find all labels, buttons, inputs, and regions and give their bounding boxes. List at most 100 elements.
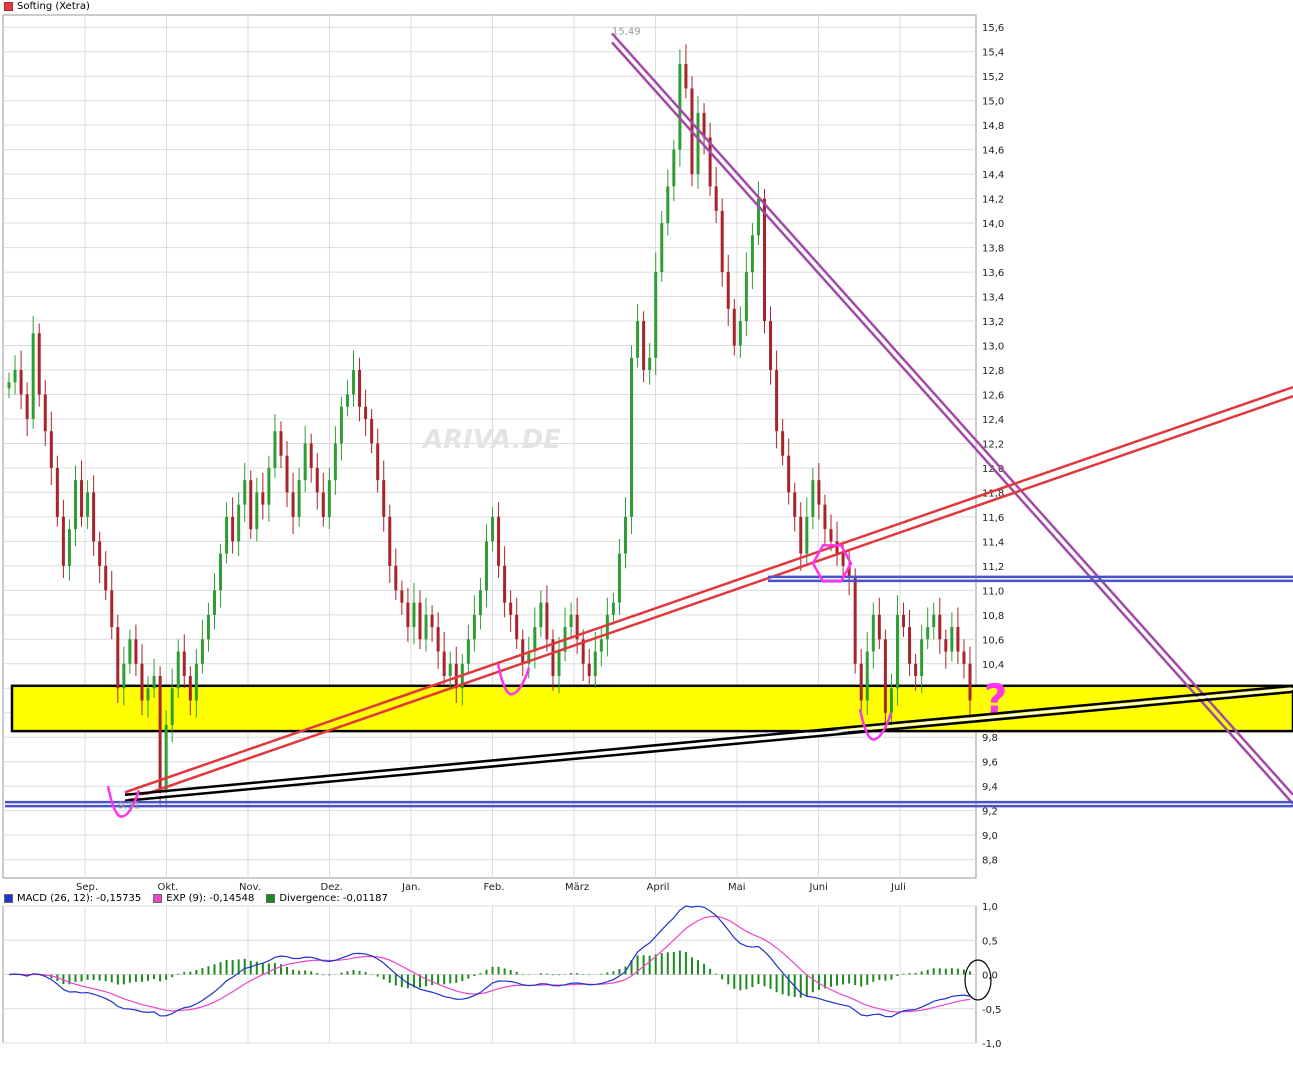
macd-line — [8, 905, 971, 1018]
candle-body — [738, 321, 742, 346]
candle-body — [889, 688, 893, 713]
candle-body — [478, 590, 482, 615]
candle-body — [823, 504, 827, 530]
question-mark: ? — [984, 677, 1007, 723]
candle-body — [188, 676, 192, 701]
candle-body — [412, 602, 416, 628]
candle-body — [61, 516, 65, 566]
candle-body — [509, 602, 513, 615]
candle-body — [430, 614, 434, 628]
candle-body — [611, 602, 615, 615]
candle-body — [714, 186, 718, 211]
candle-body — [684, 63, 688, 89]
candle-body — [726, 272, 730, 309]
candle-body — [720, 210, 724, 273]
support-trendline-red — [124, 385, 1293, 794]
price-tick-label: 12,8 — [982, 366, 1004, 377]
price-tick-label: 9,6 — [982, 758, 998, 769]
price-swatch — [4, 2, 13, 11]
candle-body — [472, 614, 476, 640]
candle-body — [92, 492, 96, 542]
month-tick-label: März — [565, 882, 589, 893]
candle-body — [636, 321, 640, 358]
exp-swatch — [153, 894, 163, 903]
candle-body — [871, 614, 875, 652]
candle-body — [225, 516, 229, 554]
candle-body — [545, 602, 549, 640]
candle-body — [424, 614, 428, 640]
candle-body — [315, 467, 319, 493]
low-marker-v — [496, 663, 531, 696]
candle-body — [521, 639, 525, 664]
candle-body — [55, 467, 59, 517]
candle-body — [67, 529, 71, 566]
candle-body — [883, 639, 887, 713]
candle-body — [436, 627, 440, 652]
price-tick-label: 8,8 — [982, 856, 998, 867]
support-trendline-red — [124, 394, 1293, 803]
chart-title-label: Softing (Xetra) — [17, 1, 90, 12]
candle-body — [454, 663, 458, 689]
candle-body — [249, 480, 253, 530]
candle-body — [358, 369, 362, 407]
candle-body — [817, 480, 821, 505]
price-tick-label: 11,2 — [982, 562, 1004, 573]
candle-body — [642, 321, 646, 370]
candle-body — [835, 541, 839, 554]
candle-body — [43, 394, 47, 432]
macd-tick-label: 0,5 — [982, 936, 998, 947]
candle-body — [388, 516, 392, 566]
candle-body — [648, 357, 652, 370]
signal-line — [8, 915, 971, 1013]
price-tick-label: 11,0 — [982, 586, 1004, 597]
candle-body — [13, 369, 17, 383]
price-tick-label: 12,2 — [982, 439, 1004, 450]
candle-body — [321, 492, 325, 517]
macd-legend-label: MACD (26, 12): -0,15735 — [17, 893, 142, 904]
candle-body — [110, 590, 114, 628]
price-tick-label: 14,2 — [982, 195, 1004, 206]
price-tick-label: 9,4 — [982, 782, 998, 793]
candle-body — [19, 369, 23, 395]
candle-body — [841, 553, 845, 566]
candle-body — [400, 590, 404, 603]
price-tick-label: 13,0 — [982, 342, 1004, 353]
price-tick-label: 12,4 — [982, 415, 1004, 426]
candle-body — [605, 614, 609, 640]
price-tick-label: 10,8 — [982, 611, 1004, 622]
candle-body — [763, 198, 767, 322]
watermark: ARIVA.DE — [421, 425, 561, 455]
candle-body — [448, 663, 452, 677]
candle-body — [194, 663, 198, 701]
candle-body — [345, 394, 349, 407]
candle-body — [938, 614, 942, 640]
candle-body — [908, 627, 912, 664]
month-tick-label: Sep. — [76, 882, 98, 893]
candle-body — [932, 614, 936, 628]
month-tick-label: Feb. — [484, 882, 505, 893]
candle-body — [581, 639, 585, 664]
candle-body — [98, 541, 102, 566]
candle-body — [877, 614, 881, 640]
candle-body — [237, 504, 241, 542]
candle-body — [37, 333, 41, 395]
candle-body — [176, 651, 180, 689]
candle-body — [212, 590, 216, 615]
breakout-hexagon — [811, 544, 853, 583]
price-tick-label: 15,0 — [982, 97, 1004, 108]
candle-body — [672, 149, 676, 187]
candle-body — [593, 651, 597, 677]
price-tick-label: 9,8 — [982, 733, 998, 744]
month-tick-label: Dez. — [321, 882, 343, 893]
candle-body — [829, 529, 833, 542]
price-tick-label: 13,6 — [982, 268, 1004, 279]
candle-body — [623, 516, 627, 554]
candle-body — [599, 639, 603, 652]
price-tick-label: 14,8 — [982, 121, 1004, 132]
price-tick-label: 14,4 — [982, 170, 1004, 181]
price-tick-label: 11,6 — [982, 513, 1004, 524]
candle-body — [291, 492, 295, 517]
month-tick-label: Nov. — [239, 882, 261, 893]
candle-body — [678, 63, 682, 150]
